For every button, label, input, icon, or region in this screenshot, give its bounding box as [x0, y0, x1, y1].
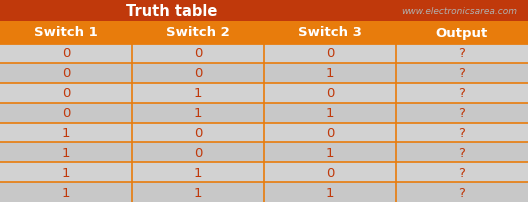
Text: Switch 1: Switch 1 — [34, 26, 98, 39]
Text: 1: 1 — [326, 146, 334, 159]
Text: 0: 0 — [62, 87, 70, 100]
Text: 0: 0 — [62, 106, 70, 119]
Bar — [0, 22, 528, 44]
Text: ?: ? — [458, 146, 466, 159]
Text: 1: 1 — [194, 106, 202, 119]
Bar — [0, 182, 528, 202]
Bar — [0, 143, 528, 162]
Text: 1: 1 — [62, 166, 70, 179]
Bar — [0, 83, 528, 103]
Text: ?: ? — [458, 166, 466, 179]
Bar — [0, 0, 528, 22]
Text: www.electronicsarea.com: www.electronicsarea.com — [401, 6, 517, 15]
Text: ?: ? — [458, 186, 466, 199]
Text: 0: 0 — [194, 146, 202, 159]
Text: 0: 0 — [326, 166, 334, 179]
Text: 0: 0 — [194, 126, 202, 139]
Text: 0: 0 — [326, 47, 334, 60]
Text: 0: 0 — [194, 67, 202, 80]
Text: 0: 0 — [326, 126, 334, 139]
Text: ?: ? — [458, 87, 466, 100]
Text: Truth table: Truth table — [126, 3, 218, 18]
Bar — [0, 64, 528, 83]
Bar — [0, 44, 528, 64]
Text: 0: 0 — [62, 67, 70, 80]
Text: 1: 1 — [194, 87, 202, 100]
Text: 1: 1 — [62, 126, 70, 139]
Text: Switch 2: Switch 2 — [166, 26, 230, 39]
Bar — [0, 162, 528, 182]
Text: ?: ? — [458, 47, 466, 60]
Text: Switch 3: Switch 3 — [298, 26, 362, 39]
Text: 1: 1 — [194, 166, 202, 179]
Bar — [0, 103, 528, 123]
Text: ?: ? — [458, 67, 466, 80]
Text: 1: 1 — [194, 186, 202, 199]
Text: 0: 0 — [62, 47, 70, 60]
Text: 1: 1 — [326, 67, 334, 80]
Text: Output: Output — [436, 26, 488, 39]
Text: 1: 1 — [62, 146, 70, 159]
Text: 1: 1 — [326, 106, 334, 119]
Text: ?: ? — [458, 126, 466, 139]
Text: 1: 1 — [326, 186, 334, 199]
Bar — [0, 123, 528, 143]
Text: 0: 0 — [326, 87, 334, 100]
Text: 1: 1 — [62, 186, 70, 199]
Text: 0: 0 — [194, 47, 202, 60]
Text: ?: ? — [458, 106, 466, 119]
